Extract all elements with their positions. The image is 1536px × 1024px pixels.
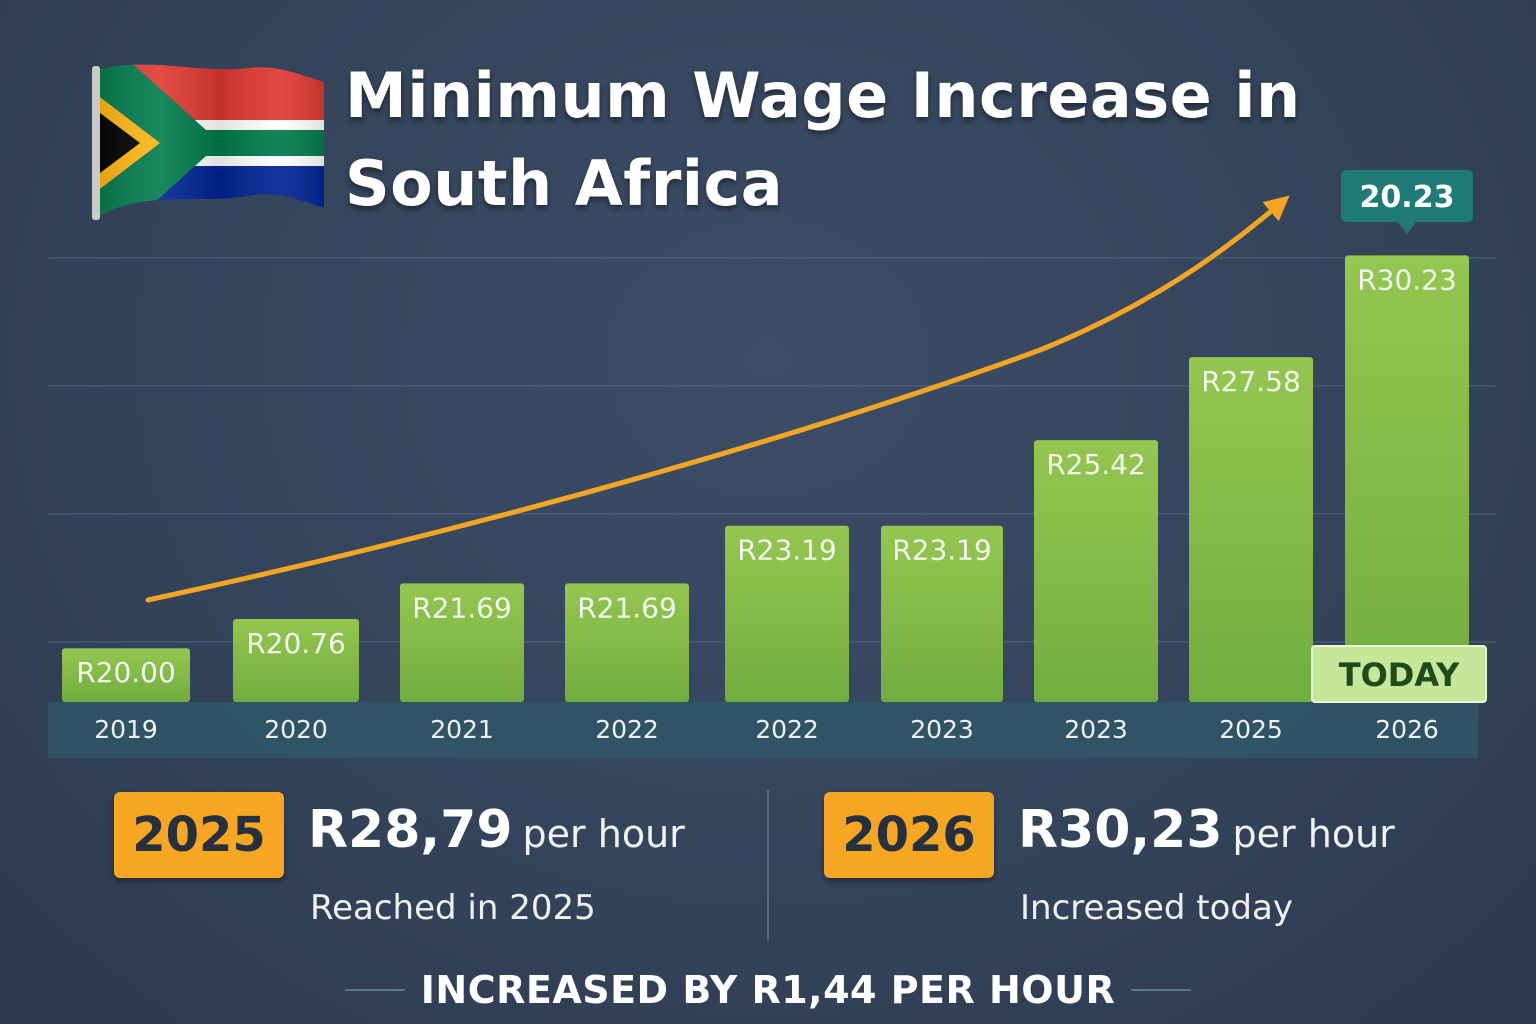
x-tick-label: 2021 bbox=[430, 715, 494, 744]
today-badge: TODAY bbox=[1311, 645, 1487, 703]
summary-unit: per hour bbox=[1232, 812, 1395, 856]
page-title-line-1: Minimum Wage Increase in bbox=[345, 59, 1301, 132]
summary-year-badge: 2026 bbox=[824, 792, 994, 878]
bar bbox=[565, 583, 689, 702]
bar bbox=[1189, 357, 1313, 702]
summary-note: Increased today bbox=[1020, 888, 1293, 928]
footer-text: INCREASED BY R1,44 PER HOUR bbox=[420, 968, 1116, 1012]
x-tick-label: 2023 bbox=[910, 715, 974, 744]
x-tick-label: 2022 bbox=[595, 715, 659, 744]
bar-value-label: R25.42 bbox=[1046, 448, 1146, 481]
bar bbox=[62, 648, 190, 702]
wage-bar-chart: R20.00 R20.76 R21.69 R21.69 R23.19 R23.19 R25.… bbox=[48, 170, 1496, 758]
footer-rule-left bbox=[344, 989, 405, 991]
bar-value-label: R23.19 bbox=[737, 534, 837, 567]
summary-amount-line: R28,79 per hour bbox=[308, 800, 685, 860]
bar-value-label: R27.58 bbox=[1201, 365, 1301, 398]
x-tick-label: 2019 bbox=[94, 715, 158, 744]
x-tick-label: 2022 bbox=[755, 715, 819, 744]
today-label: TODAY bbox=[1339, 656, 1460, 694]
x-tick-label: 2020 bbox=[264, 715, 328, 744]
bar-value-label: R20.76 bbox=[246, 627, 346, 660]
bar-value-label: R23.19 bbox=[892, 534, 992, 567]
page-title-line-2: South Africa bbox=[345, 147, 784, 220]
bar bbox=[725, 525, 849, 702]
bar-value-label: R21.69 bbox=[412, 591, 512, 624]
x-axis-band bbox=[48, 702, 1478, 758]
bar bbox=[233, 619, 359, 702]
bar bbox=[1034, 440, 1158, 702]
summary-amount-line: R30,23 per hour bbox=[1018, 800, 1395, 860]
footer-rule-right bbox=[1131, 989, 1192, 991]
bar bbox=[1345, 255, 1469, 702]
bar-value-label: R30.23 bbox=[1357, 263, 1457, 296]
x-tick-label: 2023 bbox=[1064, 715, 1128, 744]
summary-amount: R28,79 bbox=[308, 800, 513, 860]
summary-divider bbox=[767, 790, 769, 940]
trend-arrow bbox=[145, 195, 1290, 603]
summary-unit: per hour bbox=[522, 812, 685, 856]
page-title: Minimum Wage Increase in South Africa bbox=[345, 52, 1301, 228]
x-tick-label: 2026 bbox=[1375, 715, 1439, 744]
bar-value-label: R20.00 bbox=[76, 656, 176, 689]
summary-year-badge: 2025 bbox=[114, 792, 284, 878]
bar bbox=[881, 525, 1003, 702]
value-callout: 20.23 bbox=[1341, 170, 1473, 234]
callout-label: 20.23 bbox=[1360, 180, 1455, 215]
footer: INCREASED BY R1,44 PER HOUR bbox=[0, 962, 1536, 1018]
south-africa-flag-icon bbox=[92, 64, 324, 220]
bar bbox=[400, 583, 524, 702]
bar-value-label: R21.69 bbox=[577, 591, 677, 624]
x-tick-label: 2025 bbox=[1219, 715, 1283, 744]
summary-note: Reached in 2025 bbox=[310, 888, 596, 928]
summary-amount: R30,23 bbox=[1018, 800, 1223, 860]
